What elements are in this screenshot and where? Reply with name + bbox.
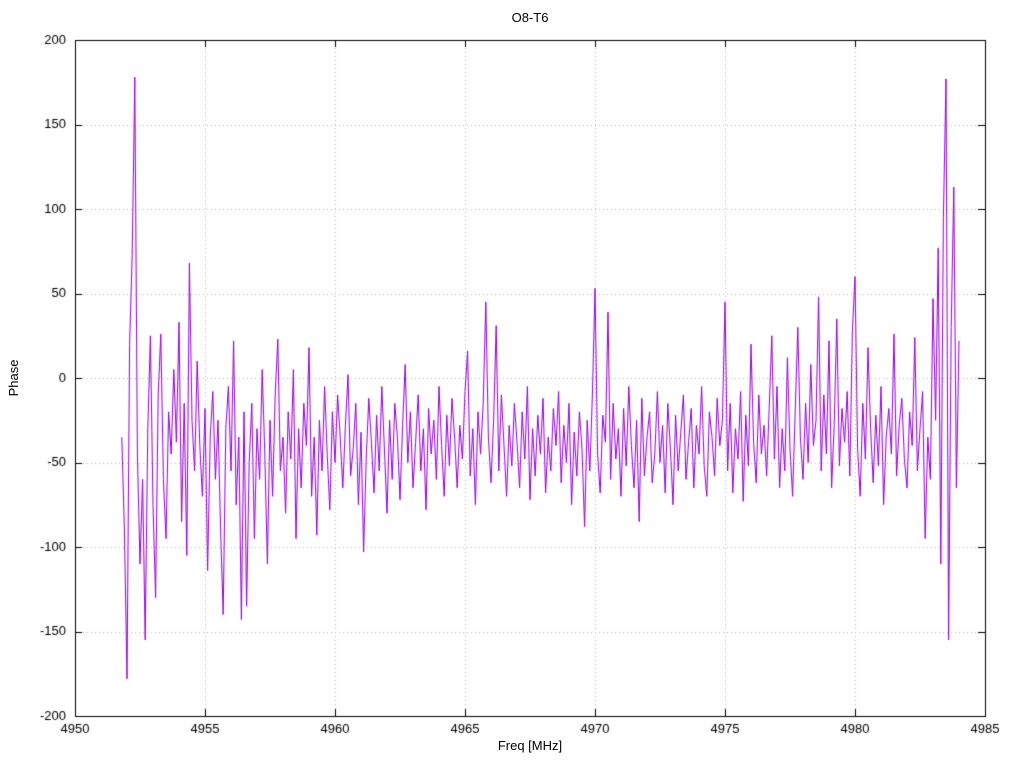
x-axis-label: Freq [MHz]	[497, 738, 563, 753]
chart-title: O8-T6	[511, 10, 549, 25]
y-axis-label: Phase	[6, 359, 21, 397]
